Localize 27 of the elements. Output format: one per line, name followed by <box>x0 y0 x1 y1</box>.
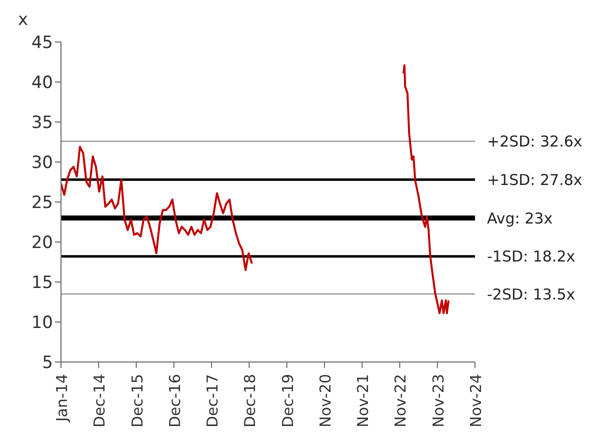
ref-line-label: +1SD: 27.8x <box>487 170 582 189</box>
y-axis-title: x <box>18 10 28 30</box>
y-tick-label: 20 <box>31 233 53 254</box>
y-tick-label: 5 <box>42 353 53 374</box>
y-tick-label: 45 <box>31 33 53 54</box>
x-tick-label: Nov-23 <box>429 374 448 428</box>
y-tick-label: 25 <box>31 193 53 214</box>
x-tick-label: Dec-19 <box>278 374 297 428</box>
x-tick-label: Dec-17 <box>204 374 222 428</box>
x-tick-label: Nov-20 <box>316 374 334 428</box>
y-tick-label: 35 <box>31 113 53 134</box>
x-tick-label: Dec-15 <box>128 374 146 428</box>
y-tick-label: 10 <box>31 313 53 334</box>
x-tick-label: Dec-14 <box>90 374 109 428</box>
x-tick-label: Dec-16 <box>166 374 184 428</box>
ref-line-label: Avg: 23x <box>487 209 553 228</box>
x-tick-label: Nov-24 <box>467 374 485 428</box>
x-tick-label: Nov-22 <box>392 374 410 428</box>
x-tick-label: Nov-21 <box>354 374 372 428</box>
y-tick-label: 15 <box>31 273 53 294</box>
ref-line-label: +2SD: 32.6x <box>487 132 582 151</box>
x-tick-label: Jan-14 <box>53 374 71 423</box>
ref-line-label: -2SD: 13.5x <box>487 285 576 304</box>
x-tick-label: Dec-18 <box>241 374 260 428</box>
ref-line-label: -1SD: 18.2x <box>487 248 576 266</box>
y-tick-label: 30 <box>31 153 53 174</box>
y-tick-label: 40 <box>31 73 53 94</box>
